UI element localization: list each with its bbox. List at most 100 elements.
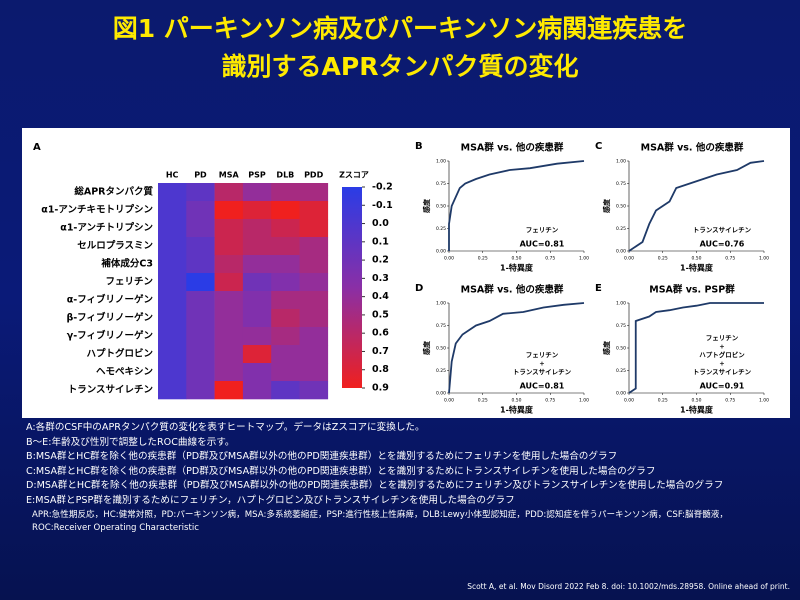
- note: D:MSA群とHC群を除く他の疾患群（PD群及びMSA群以外の他のPD関連疾患群…: [26, 480, 724, 491]
- heatmap-cell: [214, 363, 244, 382]
- row-label: 総APRタンパク質: [74, 186, 153, 198]
- row-label: α1-アンチトリプシン: [60, 222, 153, 234]
- x-axis-label: 1-特異度: [500, 405, 534, 415]
- heatmap-cell: [186, 237, 215, 256]
- heatmap-cell: [186, 273, 215, 292]
- y-axis-label: 感度: [422, 340, 431, 355]
- panel-label: E: [595, 283, 602, 294]
- colorbar-tick-label: 0.8: [372, 364, 389, 375]
- title-line: 識別するAPRタンパク質の変化: [222, 52, 579, 81]
- column-label: PSP: [248, 171, 266, 180]
- y-tick-label: 0.50: [436, 204, 446, 210]
- roc-curve: [448, 160, 585, 251]
- colorbar-title: Zスコア: [339, 171, 369, 180]
- panel-label: A: [33, 142, 41, 153]
- heatmap-cell: [214, 309, 244, 328]
- annotation: +: [719, 360, 724, 368]
- y-tick-label: 0.75: [616, 323, 626, 329]
- heatmap-cell: [242, 381, 272, 400]
- panel-label: C: [595, 141, 602, 152]
- heatmap-cell: [299, 363, 329, 382]
- y-tick-label: 1.00: [616, 301, 626, 307]
- x-tick-label: 0.75: [545, 398, 555, 404]
- row-label: トランスサイレチン: [68, 385, 153, 396]
- x-tick-label: 0.25: [478, 256, 488, 262]
- x-tick-label: 1.00: [579, 256, 589, 262]
- x-tick-label: 0.00: [624, 256, 634, 262]
- x-tick-label: 1.00: [759, 398, 769, 404]
- roc-title: MSA群 vs. 他の疾患群: [461, 284, 564, 296]
- heatmap-cell: [271, 345, 300, 364]
- heatmap-cell: [186, 381, 215, 400]
- y-tick-label: 0.75: [436, 323, 446, 329]
- heatmap-cell: [158, 201, 187, 220]
- y-tick-label: 0.75: [436, 181, 446, 187]
- heatmap-cell: [186, 363, 215, 382]
- colorbar-tick-label: 0.3: [372, 273, 389, 284]
- heatmap-cell: [158, 345, 187, 364]
- note: A:各群のCSF中のAPRタンパク質の変化を表すヒートマップ。データはZスコアに…: [26, 422, 425, 433]
- note: B～E:年齢及び性別で調整したROC曲線を示す。: [26, 436, 235, 448]
- heatmap-cell: [242, 219, 272, 238]
- y-tick-label: 0.00: [616, 249, 626, 255]
- colorbar-tick-label: 0.2: [372, 255, 389, 266]
- colorbar-tick-label: -0.1: [372, 200, 393, 211]
- heatmap-cell: [158, 327, 187, 346]
- heatmap-cell: [242, 255, 272, 274]
- column-label: DLB: [276, 171, 294, 180]
- y-tick-label: 0.25: [616, 226, 626, 232]
- annotation: +: [719, 343, 724, 351]
- heatmap-cell: [299, 183, 329, 202]
- row-label: セルロプラスミン: [77, 240, 153, 252]
- note: B:MSA群とHC群を除く他の疾患群（PD群及びMSA群以外の他のPD関連疾患群…: [26, 451, 618, 462]
- colorbar-tick-label: 0.6: [372, 328, 389, 339]
- heatmap-cell: [299, 219, 329, 238]
- heatmap-cell: [158, 183, 187, 202]
- note: C:MSA群とHC群を除く他の疾患群（PD群及びMSA群以外の他のPD関連疾患群…: [26, 465, 656, 477]
- heatmap-cell: [299, 255, 329, 274]
- y-axis-label: 感度: [602, 198, 611, 213]
- title-line: 図1 パーキンソン病及びパーキンソン病関連疾患を: [113, 14, 688, 43]
- heatmap-cell: [299, 381, 329, 400]
- x-tick-label: 0.00: [624, 398, 634, 404]
- roc-title: MSA群 vs. PSP群: [649, 284, 735, 296]
- x-tick-label: 0.25: [658, 256, 668, 262]
- heatmap-cell: [271, 201, 300, 220]
- citation: Scott A, et al. Mov Disord 2022 Feb 8. d…: [467, 582, 790, 591]
- heatmap-cell: [158, 255, 187, 274]
- heatmap-cell: [271, 255, 300, 274]
- heatmap-cell: [186, 201, 215, 220]
- note: E:MSA群とPSP群を識別するためにフェリチン，ハプトグロビン及びトランスサイ…: [26, 494, 515, 506]
- y-tick-label: 1.00: [436, 159, 446, 165]
- heatmap-cell: [186, 345, 215, 364]
- auc-label: AUC=0.81: [520, 382, 565, 391]
- heatmap-cell: [242, 183, 272, 202]
- y-tick-label: 0.50: [616, 346, 626, 352]
- row-label: ヘモペキシン: [96, 367, 153, 378]
- x-tick-label: 0.25: [658, 398, 668, 404]
- y-tick-label: 0.50: [436, 346, 446, 352]
- annotation: フェリチン: [706, 334, 739, 342]
- y-tick-label: 0.00: [436, 249, 446, 255]
- heatmap-cell: [158, 219, 187, 238]
- annotation: トランスサイレチン: [693, 226, 752, 234]
- colorbar-tick-label: 0.0: [372, 218, 389, 229]
- column-label: PD: [194, 171, 207, 180]
- x-tick-label: 0.50: [691, 398, 701, 404]
- heatmap-cell: [242, 309, 272, 328]
- x-tick-label: 1.00: [759, 256, 769, 262]
- annotation: フェリチン: [526, 351, 559, 359]
- row-label: α1-アンチキモトリプシン: [41, 204, 153, 216]
- heatmap-cell: [271, 183, 300, 202]
- x-tick-label: 0.75: [725, 398, 735, 404]
- row-label: γ-フィブリノーゲン: [67, 330, 153, 342]
- heatmap-cell: [242, 273, 272, 292]
- heatmap-cell: [299, 237, 329, 256]
- column-label: MSA: [219, 171, 240, 180]
- x-tick-label: 0.00: [444, 256, 454, 262]
- heatmap-cell: [299, 345, 329, 364]
- row-label: 補体成分C3: [100, 258, 153, 270]
- heatmap-cell: [158, 363, 187, 382]
- heatmap-cell: [271, 309, 300, 328]
